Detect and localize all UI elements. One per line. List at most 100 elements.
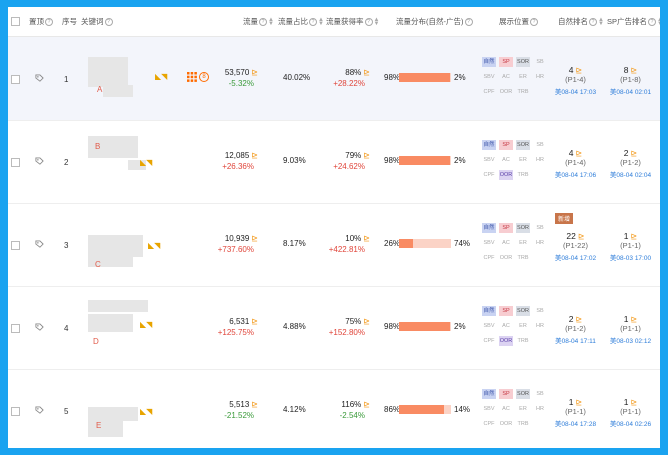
keyword-text[interactable]: A (97, 85, 103, 94)
gain-change: -2.54% (339, 411, 365, 420)
natural-rank-range: (P1-1) (565, 407, 586, 416)
table-row[interactable]: 4 D ◣◥ 6,531 ⊵ +125.75% 4.88% 75% ⊵ +152.80% 98% 2%… (8, 286, 660, 370)
product-thumb-icon[interactable]: ◣◥ (140, 158, 153, 167)
sp-rank-time[interactable]: 美08-03 02:12 (609, 338, 652, 345)
header-sp-rank[interactable]: SP广告排名? ▲ ▼ (607, 16, 660, 27)
sp-rank-time[interactable]: 美08-04 02:01 (609, 89, 652, 96)
table-row[interactable]: 1 A ◣◥ 8 53,570 ⊵ -5.32% 40.02% 88% ⊵ +28.22% 98% 2%… (8, 37, 660, 121)
natural-rank: 1 ⊵ (568, 397, 583, 407)
header-pin[interactable]: 置顶? (29, 16, 53, 27)
pin-tag-icon[interactable] (35, 323, 44, 332)
sort-icon[interactable]: ▲ ▼ (318, 17, 324, 28)
product-thumb-icon[interactable]: ◣◥ (148, 241, 161, 250)
position-tag: SB (536, 225, 544, 231)
natural-rank-time[interactable]: 美08-04 17:28 (554, 421, 597, 428)
table-row[interactable]: 5 E ◣◥ 5,513 ⊵ -21.52% 4.12% 116% ⊵ -2.54% 86% 14% 自… (8, 369, 660, 448)
keyword-text[interactable]: D (93, 337, 99, 346)
trend-chart-icon[interactable]: ⊵ (363, 317, 370, 326)
trend-chart-icon[interactable]: ⊵ (575, 149, 583, 158)
position-tag: 自然 (482, 140, 496, 150)
header-natural-rank[interactable]: 自然排名? ▲ ▼ (558, 17, 604, 28)
keyword-text[interactable]: C (95, 260, 101, 269)
help-icon: ? (104, 18, 113, 27)
sp-rank-time[interactable]: 美08-03 17:00 (609, 255, 652, 262)
keyword-text[interactable]: E (96, 421, 102, 430)
trend-chart-icon[interactable]: ⊵ (251, 317, 258, 326)
trend-chart-icon[interactable]: ⊵ (251, 400, 258, 409)
pin-tag-icon[interactable] (35, 157, 44, 166)
trend-chart-icon[interactable]: ⊵ (630, 149, 638, 158)
trend-chart-icon[interactable]: ⊵ (575, 398, 583, 407)
natural-rank-time[interactable]: 美08-04 17:02 (554, 255, 597, 262)
pin-tag-icon[interactable] (35, 240, 44, 249)
row-checkbox[interactable] (11, 324, 20, 333)
natural-rank-range: (P1-4) (565, 75, 586, 84)
row-checkbox[interactable] (11, 158, 20, 167)
position-tag: CPF (483, 89, 495, 95)
info-circle-icon[interactable]: 8 (199, 72, 209, 82)
help-icon: ? (364, 18, 373, 27)
product-thumb-icon[interactable]: ◣◥ (140, 407, 153, 416)
table-row[interactable]: 2 B ◣◥ 12,085 ⊵ +26.36% 9.03% 79% ⊵ +24.62% 98% 2% 自… (8, 120, 660, 204)
header-share[interactable]: 流量占比? ▲ ▼ (278, 17, 324, 28)
header-gain[interactable]: 流量获得率? ▲ ▼ (326, 17, 380, 28)
position-tag: TRB (517, 421, 529, 427)
select-all-checkbox[interactable] (11, 17, 20, 26)
trend-chart-icon[interactable]: ⊵ (630, 398, 638, 407)
header-position[interactable]: 展示位置? (499, 16, 538, 27)
header-dist[interactable]: 流量分布(自然-广告)? (396, 16, 473, 27)
sort-icon[interactable]: ▲ ▼ (373, 17, 380, 28)
sp-rank-time[interactable]: 美08-04 02:26 (609, 421, 652, 428)
gain-change: +422.81% (328, 245, 365, 254)
position-tag: SP (499, 57, 513, 67)
trend-chart-icon[interactable]: ⊵ (575, 66, 583, 75)
natural-rank-time[interactable]: 美08-04 17:03 (554, 89, 597, 96)
trend-chart-icon[interactable]: ⊵ (363, 234, 370, 243)
traffic-dist-bar (399, 322, 451, 331)
product-thumb-icon[interactable]: ◣◥ (140, 320, 153, 329)
product-thumb-icon[interactable]: ◣◥ (155, 72, 168, 81)
sort-icon[interactable]: ▲ ▼ (657, 17, 660, 28)
natural-rank-time[interactable]: 美08-04 17:06 (554, 172, 597, 179)
trend-chart-icon[interactable]: ⊵ (577, 232, 585, 241)
trend-chart-icon[interactable]: ⊵ (630, 66, 638, 75)
trend-chart-icon[interactable]: ⊵ (251, 234, 258, 243)
row-checkbox[interactable] (11, 75, 20, 84)
trend-chart-icon[interactable]: ⊵ (363, 68, 370, 77)
trend-chart-icon[interactable]: ⊵ (363, 400, 370, 409)
header-traffic[interactable]: 流量? ▲ ▼ (243, 17, 274, 28)
trend-chart-icon[interactable]: ⊵ (630, 232, 638, 241)
sp-rank-range: (P1-1) (620, 324, 641, 333)
position-tag: CPF (483, 338, 495, 344)
grid-icon[interactable] (187, 72, 197, 82)
position-tag: SBV (483, 406, 495, 412)
trend-chart-icon[interactable]: ⊵ (630, 315, 638, 324)
pin-tag-icon[interactable] (35, 406, 44, 415)
position-tag: SOR (516, 389, 530, 399)
table-row[interactable]: 3 C ◣◥ 10,939 ⊵ +737.60% 8.17% 10% ⊵ +422.81% 26% 7… (8, 203, 660, 287)
row-checkbox[interactable] (11, 241, 20, 250)
traffic-share: 9.03% (283, 156, 306, 165)
row-index: 1 (64, 75, 69, 84)
sort-icon[interactable]: ▲ ▼ (268, 17, 274, 28)
position-tag: SOR (516, 57, 530, 67)
row-checkbox[interactable] (11, 407, 20, 416)
position-tag: SBV (483, 74, 495, 80)
keyword-redacted (88, 136, 138, 158)
sort-icon[interactable]: ▲ ▼ (598, 17, 604, 28)
gain-change: +24.62% (333, 162, 365, 171)
natural-rank-time[interactable]: 美08-04 17:11 (555, 338, 596, 345)
pin-tag-icon[interactable] (35, 74, 44, 83)
trend-chart-icon[interactable]: ⊵ (363, 151, 370, 160)
sp-rank-range: (P1-1) (620, 241, 641, 250)
keyword-text[interactable]: B (95, 142, 101, 151)
trend-chart-icon[interactable]: ⊵ (251, 68, 258, 77)
position-tag: HR (536, 240, 544, 246)
trend-chart-icon[interactable]: ⊵ (251, 151, 258, 160)
header-keyword[interactable]: 关键词? (81, 16, 113, 27)
trend-chart-icon[interactable]: ⊵ (575, 315, 583, 324)
sp-rank-time[interactable]: 美08-04 02:04 (609, 172, 652, 179)
traffic-share: 4.12% (283, 405, 306, 414)
traffic-dist-bar (399, 73, 451, 82)
position-tag: 自然 (482, 306, 496, 316)
